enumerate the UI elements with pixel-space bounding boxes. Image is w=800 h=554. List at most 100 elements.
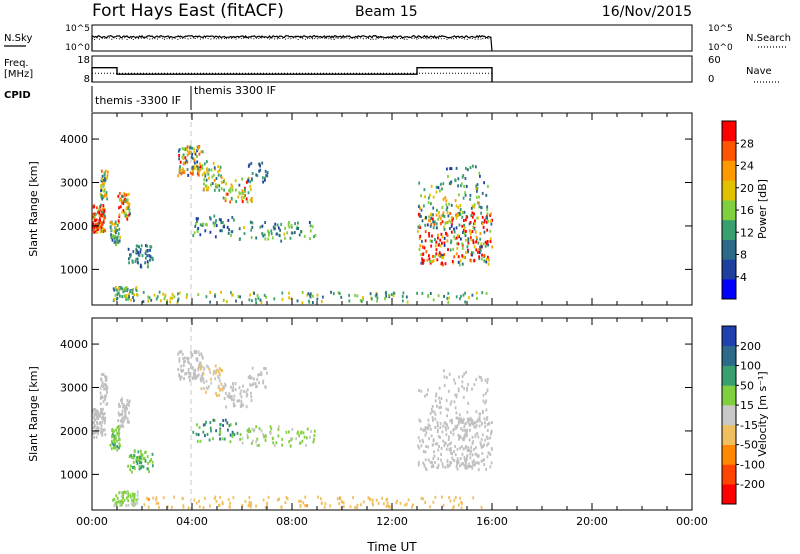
range-cell <box>248 503 251 507</box>
range-cell <box>306 427 309 431</box>
range-cell <box>126 420 129 424</box>
range-cell <box>457 242 460 246</box>
range-cell <box>485 399 488 403</box>
range-cell <box>418 247 421 251</box>
range-cell <box>273 444 276 448</box>
range-cell <box>489 240 492 244</box>
range-cell <box>483 230 486 234</box>
range-cell <box>457 177 460 181</box>
range-cell <box>441 220 444 224</box>
range-cell <box>231 430 234 434</box>
range-cell <box>207 186 210 190</box>
range-cell <box>490 421 493 424</box>
range-cell <box>468 296 470 300</box>
range-cell <box>232 402 235 406</box>
range-cell <box>203 178 206 182</box>
range-cell <box>266 171 269 175</box>
range-cell <box>441 214 443 218</box>
range-cell <box>263 367 265 370</box>
range-cell <box>418 236 421 240</box>
range-cell <box>178 170 181 174</box>
range-cell <box>458 434 461 438</box>
range-cell <box>130 454 132 457</box>
range-cell <box>422 261 424 265</box>
range-cell <box>199 439 202 443</box>
noise-sky-series <box>91 34 493 52</box>
range-cell <box>208 367 211 371</box>
range-cell <box>198 146 200 150</box>
range-cell <box>150 298 153 302</box>
range-cell <box>100 186 102 190</box>
range-cell <box>481 215 484 219</box>
range-cell <box>122 290 125 294</box>
range-cell <box>240 399 243 403</box>
range-cell <box>218 168 221 172</box>
range-cell <box>384 291 387 295</box>
range-cell <box>122 501 124 504</box>
range-cell <box>228 395 231 399</box>
range-cell <box>199 362 202 366</box>
range-cell <box>122 493 125 497</box>
range-cell <box>122 288 125 292</box>
range-cell <box>433 410 436 414</box>
range-cell <box>295 437 298 441</box>
range-cell <box>126 289 128 293</box>
range-cell <box>348 293 350 297</box>
range-cell <box>178 374 181 378</box>
range-cell <box>466 388 468 392</box>
range-cell <box>118 227 121 231</box>
range-cell <box>178 148 181 152</box>
range-cell <box>248 496 251 500</box>
range-cell <box>218 367 221 371</box>
range-cell <box>187 368 190 371</box>
range-cell <box>461 380 464 384</box>
range-cell <box>116 289 119 293</box>
range-cell <box>144 459 147 463</box>
range-cell <box>232 432 235 436</box>
range-cell <box>119 235 121 239</box>
range-cell <box>449 248 452 252</box>
range-cell <box>121 422 124 426</box>
range-cell <box>463 210 466 214</box>
range-cell <box>126 205 129 209</box>
range-cell <box>467 465 470 469</box>
range-cell <box>448 435 450 439</box>
range-cell <box>469 221 472 224</box>
range-cell <box>102 400 105 404</box>
range-cell <box>483 443 485 447</box>
range-cell <box>201 150 204 154</box>
range-cell <box>452 428 455 432</box>
range-cell <box>420 253 423 256</box>
range-cell <box>480 445 483 449</box>
range-cell <box>97 430 99 433</box>
range-cell <box>100 184 102 188</box>
range-cell <box>281 291 284 295</box>
range-cell <box>235 422 238 426</box>
range-cell <box>213 224 216 228</box>
range-cell <box>94 409 97 413</box>
range-cell <box>338 502 341 506</box>
range-cell <box>466 454 469 457</box>
range-cell <box>224 418 227 422</box>
x-tick-label: 00:00 <box>676 515 708 528</box>
range-cell <box>457 389 460 393</box>
range-cell <box>264 169 267 173</box>
range-cell <box>209 217 212 221</box>
range-cell <box>490 432 492 436</box>
range-cell <box>369 498 372 502</box>
range-cell <box>157 501 160 505</box>
range-cell <box>469 197 471 201</box>
range-cell <box>434 426 437 429</box>
range-cell <box>110 447 113 451</box>
range-cell <box>218 432 221 436</box>
colorbar-tick-label: 15 <box>740 399 754 412</box>
range-cell <box>395 501 398 505</box>
range-cell <box>114 501 117 505</box>
range-cell <box>217 375 219 378</box>
range-cell <box>441 261 443 265</box>
range-cell <box>207 176 210 180</box>
range-cell <box>114 445 116 449</box>
range-cell <box>464 193 467 197</box>
range-cell <box>455 236 458 240</box>
